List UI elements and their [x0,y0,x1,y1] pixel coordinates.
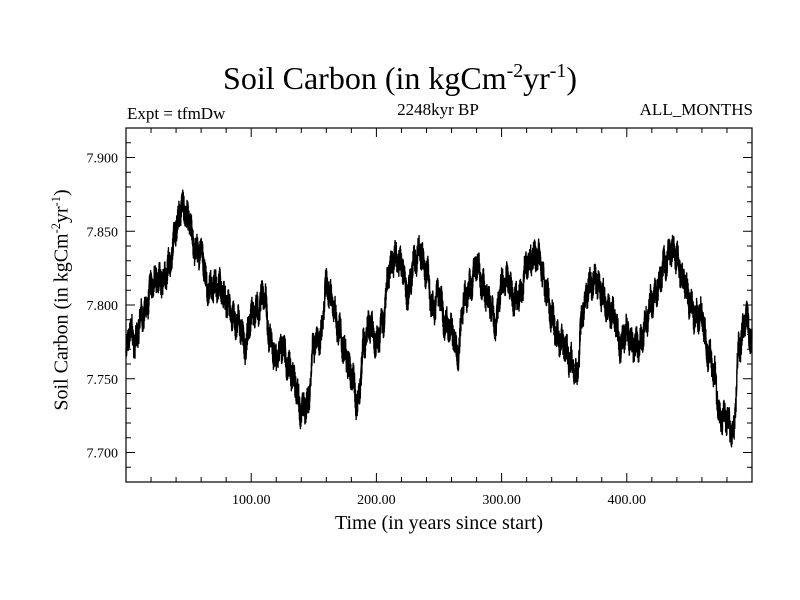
series-line-soil-carbon [125,189,753,448]
y-tick-label: 7.750 [87,373,119,388]
x-tick-label: 100.00 [232,493,271,508]
y-tick-label: 7.700 [87,447,119,462]
epoch-caption: 2248kyr BP [397,100,479,119]
chart-title: Soil Carbon (in kgCm-2yr-1) [223,60,577,96]
series-layer [125,189,753,448]
x-axis-label: Time (in years since start) [334,512,544,534]
x-tick-label: 300.00 [482,493,521,508]
y-tick-label: 7.850 [87,225,119,240]
y-tick-label: 7.800 [87,299,119,314]
y-axis-label: Soil Carbon (in kgCm-2yr-1) [49,189,73,411]
x-tick-label: 400.00 [608,493,647,508]
y-tick-label: 7.900 [87,152,119,167]
months-caption: ALL_MONTHS [639,100,753,119]
x-tick-label: 200.00 [357,493,396,508]
experiment-caption: Expt = tfmDw [127,104,226,123]
tick-layer: 7.700 7.750 7.800 7.850 7.900 100.00 200.00 300… [87,127,752,508]
